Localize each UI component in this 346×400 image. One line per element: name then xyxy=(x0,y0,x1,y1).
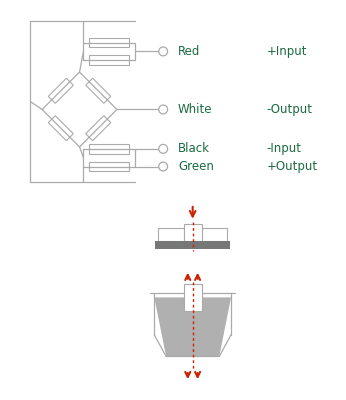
Bar xyxy=(89,55,129,65)
Text: White: White xyxy=(178,103,212,116)
Bar xyxy=(158,228,184,241)
Bar xyxy=(184,224,201,245)
Polygon shape xyxy=(154,298,231,356)
Bar xyxy=(86,78,111,103)
Bar xyxy=(48,116,73,141)
Text: -Input: -Input xyxy=(266,142,301,155)
Bar xyxy=(48,78,73,103)
Bar xyxy=(89,162,129,172)
Bar xyxy=(89,38,129,48)
Bar xyxy=(86,116,111,141)
Text: -Output: -Output xyxy=(266,103,312,116)
Bar xyxy=(89,144,129,154)
Text: Green: Green xyxy=(178,160,214,173)
Text: Black: Black xyxy=(178,142,210,155)
Text: +Output: +Output xyxy=(266,160,318,173)
Text: +Input: +Input xyxy=(266,45,307,58)
Text: Red: Red xyxy=(178,45,200,58)
Bar xyxy=(184,284,201,311)
Bar xyxy=(201,228,227,241)
Bar xyxy=(155,241,230,249)
